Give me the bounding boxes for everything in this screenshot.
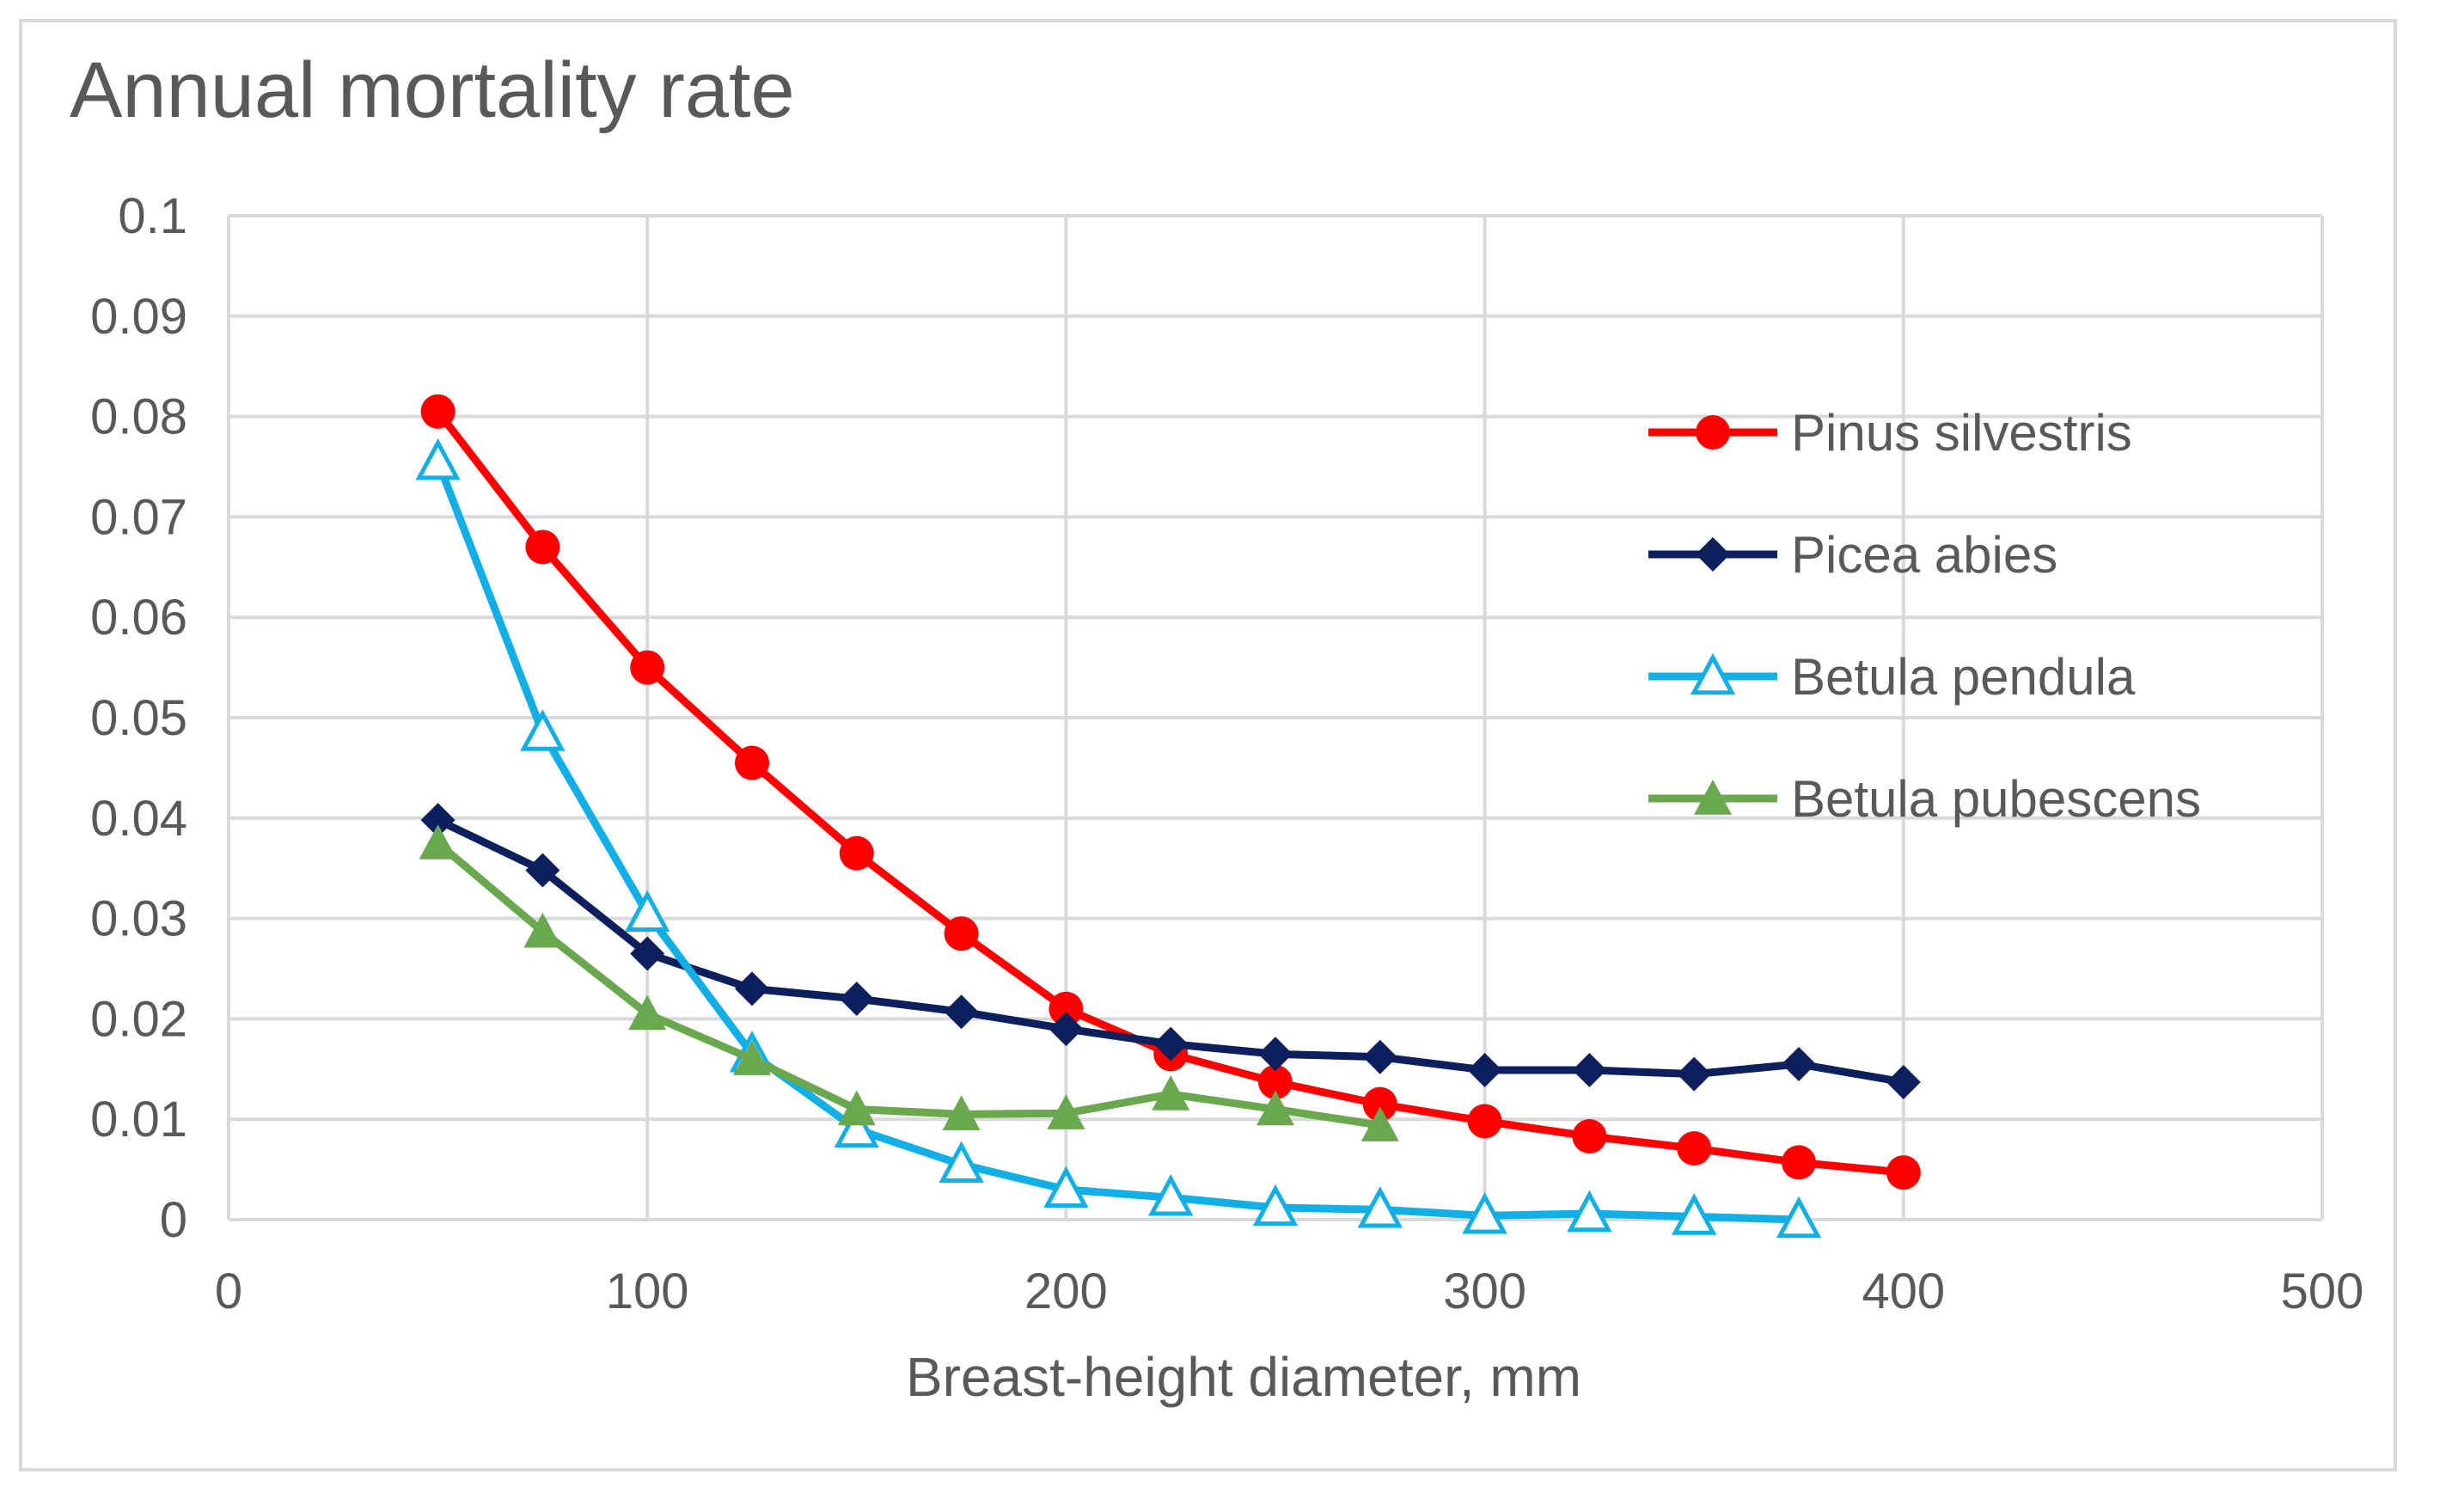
data-point-pinus-silvestris	[1049, 991, 1084, 1026]
data-point-picea-abies	[1677, 1056, 1712, 1092]
data-point-betula-pubescens	[1360, 1106, 1399, 1141]
data-point-betula-pubescens	[1047, 1094, 1085, 1129]
data-point-betula-pendula	[1462, 1192, 1507, 1234]
y-tick-label: 0.07	[90, 489, 187, 545]
series-betula-pubescens	[419, 824, 1399, 1141]
y-tick-label: 0.04	[90, 791, 187, 847]
plot-area	[415, 394, 1921, 1239]
x-tick-label: 0	[215, 1263, 242, 1319]
x-axis-ticks: 0 100 200 300 400 500	[215, 1263, 2364, 1319]
data-point-betula-pubescens	[942, 1095, 981, 1131]
legend-item-betula-pendula: Betula pendula	[1648, 648, 2136, 706]
data-point-pinus-silvestris	[1362, 1086, 1397, 1122]
x-tick-label: 200	[1024, 1263, 1108, 1319]
data-point-betula-pendula	[1357, 1186, 1403, 1228]
legend-marker-betula-pubescens	[1694, 780, 1732, 815]
data-point-picea-abies	[839, 982, 874, 1017]
data-point-picea-abies	[944, 994, 979, 1030]
x-tick-label: 500	[2281, 1263, 2364, 1319]
chart-title: Annual mortality rate	[70, 46, 795, 134]
line-chart: Annual mortality rate 00.010.020.030.040…	[70, 46, 2364, 1408]
legend-marker-betula-pendula	[1690, 652, 1736, 695]
data-point-pinus-silvestris	[944, 916, 979, 951]
y-tick-label: 0	[160, 1192, 187, 1248]
data-point-betula-pendula	[1776, 1196, 1822, 1239]
legend-item-picea-abies: Picea abies	[1648, 526, 2057, 584]
data-point-picea-abies	[1049, 1012, 1084, 1047]
legend-label-betula-pubescens: Betula pubescens	[1791, 770, 2201, 828]
legend-marker-picea-abies	[1696, 537, 1730, 572]
data-point-pinus-silvestris	[1258, 1064, 1293, 1099]
y-tick-label: 0.06	[90, 590, 187, 645]
data-point-betula-pubescens	[523, 912, 562, 948]
data-point-picea-abies	[1362, 1039, 1397, 1074]
legend-label-betula-pendula: Betula pendula	[1791, 648, 2136, 706]
y-tick-label: 0.1	[118, 188, 187, 244]
data-point-betula-pendula	[1252, 1184, 1299, 1227]
data-point-pinus-silvestris	[1677, 1131, 1712, 1166]
data-point-picea-abies	[1258, 1037, 1293, 1072]
series-line-betula-pendula	[434, 460, 1800, 1224]
data-point-pinus-silvestris	[630, 650, 665, 685]
data-point-pinus-silvestris	[1572, 1119, 1607, 1154]
y-tick-label: 0.02	[90, 991, 187, 1047]
data-point-picea-abies	[1153, 1026, 1189, 1062]
data-point-pinus-silvestris	[839, 835, 874, 871]
data-point-betula-pendula	[1148, 1174, 1194, 1216]
data-point-betula-pubescens	[628, 994, 667, 1031]
data-point-picea-abies	[420, 803, 456, 838]
data-point-picea-abies	[1886, 1064, 1921, 1099]
data-point-picea-abies	[735, 971, 769, 1006]
data-point-picea-abies	[1572, 1052, 1607, 1087]
x-tick-label: 400	[1862, 1263, 1945, 1319]
series-line-betula-pubescens	[435, 840, 1381, 1129]
legend: Pinus silvestris Picea abies Betula pendul…	[1648, 404, 2201, 828]
data-point-betula-pubescens	[837, 1090, 876, 1126]
y-tick-label: 0.09	[90, 289, 187, 345]
data-point-picea-abies	[525, 853, 560, 888]
data-point-betula-pendula	[1672, 1193, 1717, 1235]
y-tick-label: 0.05	[90, 690, 187, 746]
data-point-betula-pendula	[939, 1141, 984, 1183]
data-point-pinus-silvestris	[735, 745, 769, 780]
legend-marker-pinus-silvestris	[1696, 415, 1730, 450]
data-point-betula-pubescens	[1152, 1075, 1190, 1110]
data-point-betula-pendula	[1567, 1190, 1612, 1233]
legend-label-pinus-silvestris: Pinus silvestris	[1791, 404, 2132, 462]
legend-item-betula-pubescens: Betula pubescens	[1648, 770, 2201, 828]
legend-label-picea-abies: Picea abies	[1791, 526, 2057, 584]
x-axis-label: Breast-height diameter, mm	[906, 1346, 1581, 1408]
data-point-pinus-silvestris	[1467, 1104, 1502, 1139]
data-point-betula-pendula	[834, 1105, 879, 1148]
y-axis-ticks: 0 0.01 0.02 0.03 0.04 0.05 0.06 0.07 0.08 0.09 0.1	[90, 188, 187, 1248]
data-point-betula-pendula	[415, 437, 461, 480]
data-point-picea-abies	[630, 936, 665, 971]
data-point-pinus-silvestris	[1886, 1155, 1921, 1190]
data-point-betula-pubescens	[1256, 1090, 1294, 1126]
data-point-betula-pendula	[1043, 1166, 1089, 1208]
data-point-pinus-silvestris	[420, 394, 456, 429]
x-tick-label: 300	[1443, 1263, 1526, 1319]
data-point-pinus-silvestris	[525, 529, 560, 565]
data-point-picea-abies	[1467, 1052, 1502, 1087]
data-point-picea-abies	[1782, 1046, 1816, 1081]
data-point-betula-pubescens	[733, 1040, 771, 1075]
legend-item-pinus-silvestris: Pinus silvestris	[1648, 404, 2132, 462]
data-point-pinus-silvestris	[1782, 1145, 1816, 1180]
x-tick-label: 100	[606, 1263, 689, 1319]
data-point-betula-pendula	[625, 890, 670, 932]
chart-frame: Annual mortality rate 0 0.01 0.02 0.03 0.04 0…	[19, 19, 2397, 1471]
series-betula-pendula	[415, 437, 1822, 1239]
y-tick-label: 0.03	[90, 891, 187, 947]
gridlines	[227, 214, 2324, 1221]
data-point-betula-pendula	[520, 709, 566, 751]
y-tick-label: 0.08	[90, 389, 187, 445]
data-point-betula-pubescens	[419, 824, 457, 860]
y-tick-label: 0.01	[90, 1092, 187, 1147]
